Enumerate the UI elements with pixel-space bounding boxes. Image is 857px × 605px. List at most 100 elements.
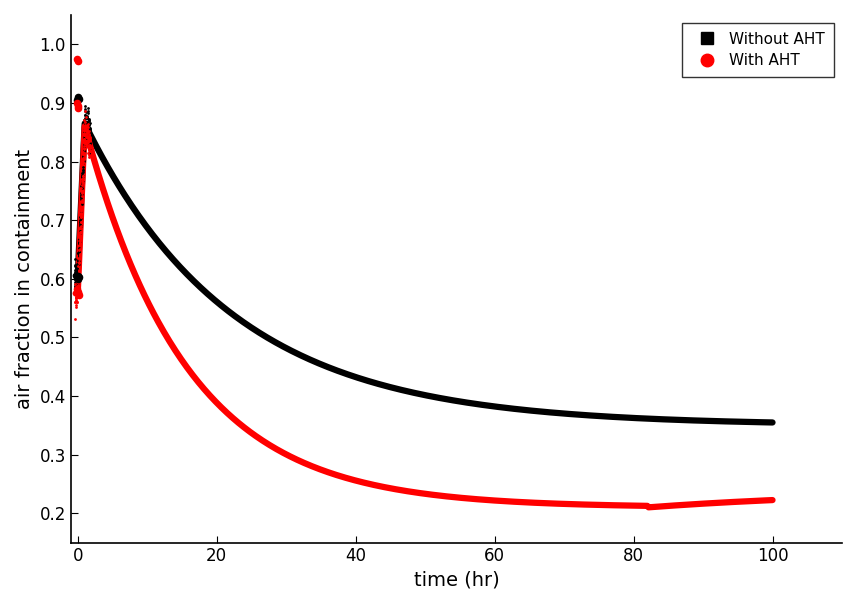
Point <box>74 221 87 231</box>
Point <box>79 125 93 135</box>
Point <box>70 54 84 64</box>
Point <box>70 281 84 290</box>
Point <box>72 234 86 244</box>
Point <box>72 243 86 253</box>
Point <box>69 275 82 284</box>
Point <box>69 292 82 302</box>
Point <box>79 122 93 131</box>
Point <box>83 138 97 148</box>
Point <box>71 271 85 281</box>
Point <box>83 146 97 155</box>
Point <box>77 141 91 151</box>
Point <box>75 172 89 182</box>
Point <box>80 119 93 129</box>
Point <box>81 140 94 150</box>
Point <box>83 118 97 128</box>
Point <box>75 204 88 214</box>
Point <box>74 212 87 222</box>
Point <box>81 119 95 129</box>
Point <box>75 171 89 180</box>
Point <box>74 223 87 232</box>
Point <box>77 125 91 135</box>
Point <box>77 129 91 139</box>
Point <box>70 98 84 108</box>
Point <box>81 126 95 136</box>
Point <box>71 249 85 258</box>
Point <box>79 113 93 122</box>
Point <box>70 95 84 105</box>
Point <box>69 295 83 304</box>
Point <box>81 129 94 139</box>
Point <box>82 129 96 139</box>
Point <box>78 127 92 137</box>
Point <box>75 171 89 181</box>
Point <box>81 133 94 143</box>
Point <box>78 116 92 125</box>
Point <box>82 132 96 142</box>
Point <box>69 289 82 299</box>
Point <box>76 158 90 168</box>
Point <box>81 120 95 129</box>
Point <box>69 285 82 295</box>
Point <box>71 256 85 266</box>
Point <box>74 217 87 227</box>
Point <box>69 297 82 307</box>
Point <box>77 125 91 134</box>
Point <box>81 131 94 140</box>
Point <box>80 122 93 132</box>
Point <box>77 126 91 136</box>
Point <box>80 129 93 139</box>
Point <box>81 133 94 143</box>
Point <box>81 134 95 143</box>
Point <box>79 108 93 117</box>
Point <box>75 173 89 183</box>
Point <box>81 117 94 127</box>
Point <box>81 124 94 134</box>
Point <box>73 244 87 254</box>
Point <box>76 174 90 184</box>
Point <box>72 245 86 255</box>
Point <box>82 122 96 132</box>
Point <box>74 234 87 243</box>
Point <box>76 154 90 164</box>
Point <box>82 120 96 129</box>
Point <box>71 266 85 275</box>
Point <box>77 136 91 145</box>
Point <box>75 188 88 198</box>
Point <box>81 142 95 151</box>
Point <box>83 135 97 145</box>
Point <box>73 253 87 263</box>
Point <box>81 132 95 142</box>
Point <box>69 254 82 264</box>
Point <box>73 228 87 238</box>
Point <box>76 177 90 187</box>
Point <box>70 284 84 294</box>
Point <box>81 132 94 142</box>
Point <box>73 250 87 260</box>
Point <box>69 275 83 285</box>
Point <box>75 195 88 205</box>
Point <box>70 277 84 287</box>
Point <box>69 269 82 278</box>
Point <box>75 171 89 181</box>
Point <box>69 284 83 293</box>
Point <box>80 131 93 140</box>
Point <box>81 136 94 145</box>
Point <box>75 165 89 175</box>
Point <box>73 230 87 240</box>
Point <box>79 119 93 129</box>
Point <box>75 165 89 175</box>
Point <box>72 250 86 260</box>
Point <box>71 274 85 284</box>
Point <box>75 171 89 180</box>
Point <box>77 131 91 140</box>
Point <box>72 93 86 103</box>
Point <box>74 227 87 237</box>
Point <box>75 190 88 200</box>
X-axis label: time (hr): time (hr) <box>414 571 500 590</box>
Point <box>77 128 91 138</box>
Point <box>83 135 97 145</box>
Point <box>72 274 86 284</box>
Point <box>71 267 85 277</box>
Point <box>77 134 91 144</box>
